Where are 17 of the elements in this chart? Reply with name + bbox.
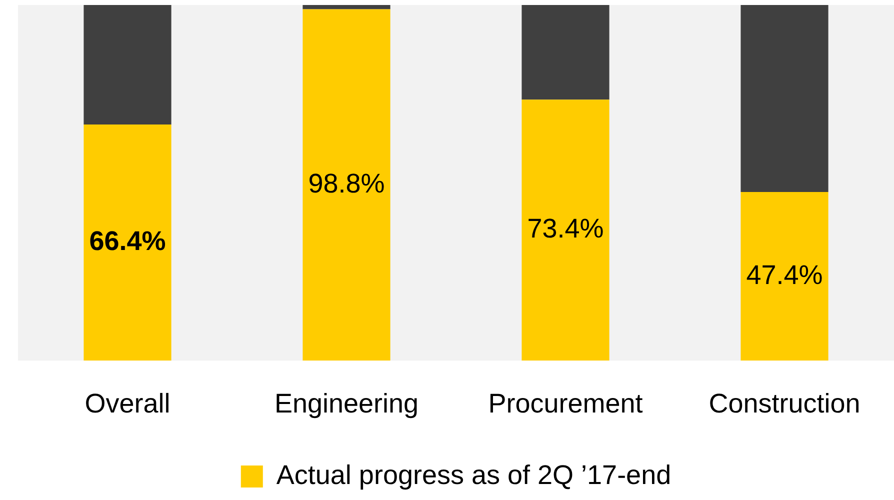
bar bbox=[302, 9, 390, 361]
x-tick-label: Overall bbox=[84, 388, 170, 418]
bar bbox=[740, 5, 828, 192]
bar bbox=[84, 124, 172, 361]
bar bbox=[740, 192, 828, 361]
legend-label: Actual progress as of 2Q ’17-end bbox=[276, 460, 672, 490]
data-label: 98.8% bbox=[308, 168, 385, 198]
data-label: 73.4% bbox=[527, 214, 604, 244]
x-tick-label: Construction bbox=[708, 388, 860, 418]
bar bbox=[84, 5, 172, 124]
x-tick-label: Engineering bbox=[274, 388, 419, 418]
bar bbox=[522, 100, 610, 361]
data-label: 47.4% bbox=[746, 260, 823, 290]
x-tick-label: Procurement bbox=[488, 388, 644, 418]
data-label: 66.4% bbox=[89, 226, 166, 256]
bar bbox=[522, 5, 610, 100]
bar bbox=[302, 5, 390, 10]
